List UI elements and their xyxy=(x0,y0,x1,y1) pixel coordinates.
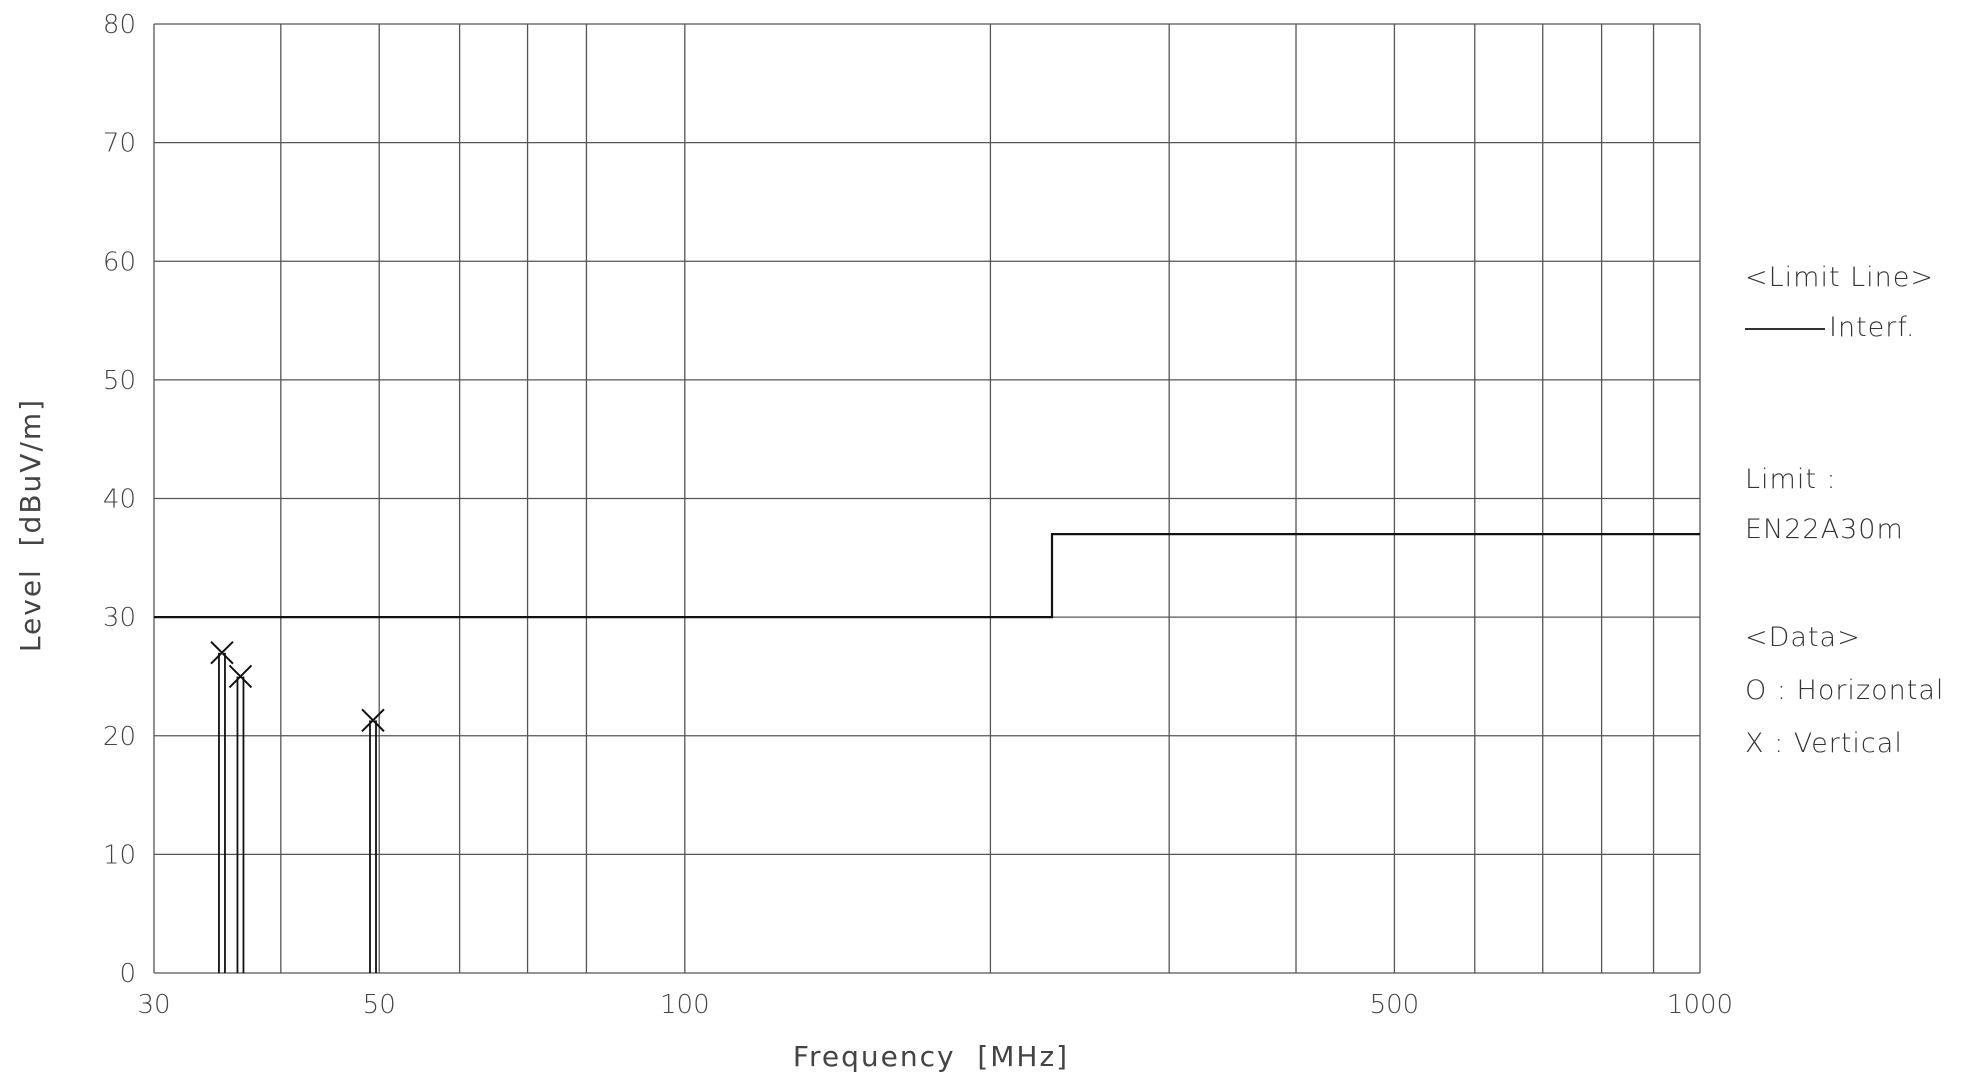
y-tick-label: 10 xyxy=(103,840,136,870)
x-tick-label: 30 xyxy=(137,990,170,1020)
vertical-data-marker xyxy=(228,664,253,689)
legend-data-heading: <Data> xyxy=(1745,622,1861,653)
limit-line-swatch xyxy=(1745,327,1825,330)
y-tick-label: 60 xyxy=(103,247,136,277)
x-tick-label: 500 xyxy=(1370,990,1420,1020)
x-axis-label: Frequency [MHz] xyxy=(793,1040,1069,1073)
legend-limit-name: EN22A30m xyxy=(1745,514,1904,545)
y-tick-label: 80 xyxy=(103,10,136,40)
limit-line-interf xyxy=(154,532,1700,619)
y-tick-label: 0 xyxy=(119,959,136,989)
x-tick-label: 50 xyxy=(363,990,396,1020)
series xyxy=(154,532,1700,973)
grid xyxy=(153,23,1701,974)
y-axis-label: Level [dBuV/m] xyxy=(14,398,47,652)
y-tick-label: 70 xyxy=(103,129,136,159)
vertical-data-marker xyxy=(361,708,385,733)
y-tick-label: 20 xyxy=(103,722,136,752)
y-tick-label: 30 xyxy=(103,603,136,633)
vertical-data-marker xyxy=(210,641,234,665)
legend-vertical: X : Vertical xyxy=(1745,728,1903,759)
y-tick-label: 40 xyxy=(103,485,136,515)
x-tick-label: 100 xyxy=(660,990,710,1020)
y-tick-label: 50 xyxy=(103,366,136,396)
legend-horizontal: O : Horizontal xyxy=(1745,675,1945,706)
legend-limit-label: Limit : xyxy=(1745,464,1837,495)
x-tick-label: 1000 xyxy=(1667,990,1733,1020)
legend-limit-entry: Interf. xyxy=(1745,312,1916,343)
legend-limit-entry-label: Interf. xyxy=(1829,312,1916,343)
legend-limit-heading: <Limit Line> xyxy=(1745,262,1935,293)
tick-labels: 0 10 20 30 40 50 60 70 80 30 50 100 500 1000 xyxy=(103,10,1733,1020)
